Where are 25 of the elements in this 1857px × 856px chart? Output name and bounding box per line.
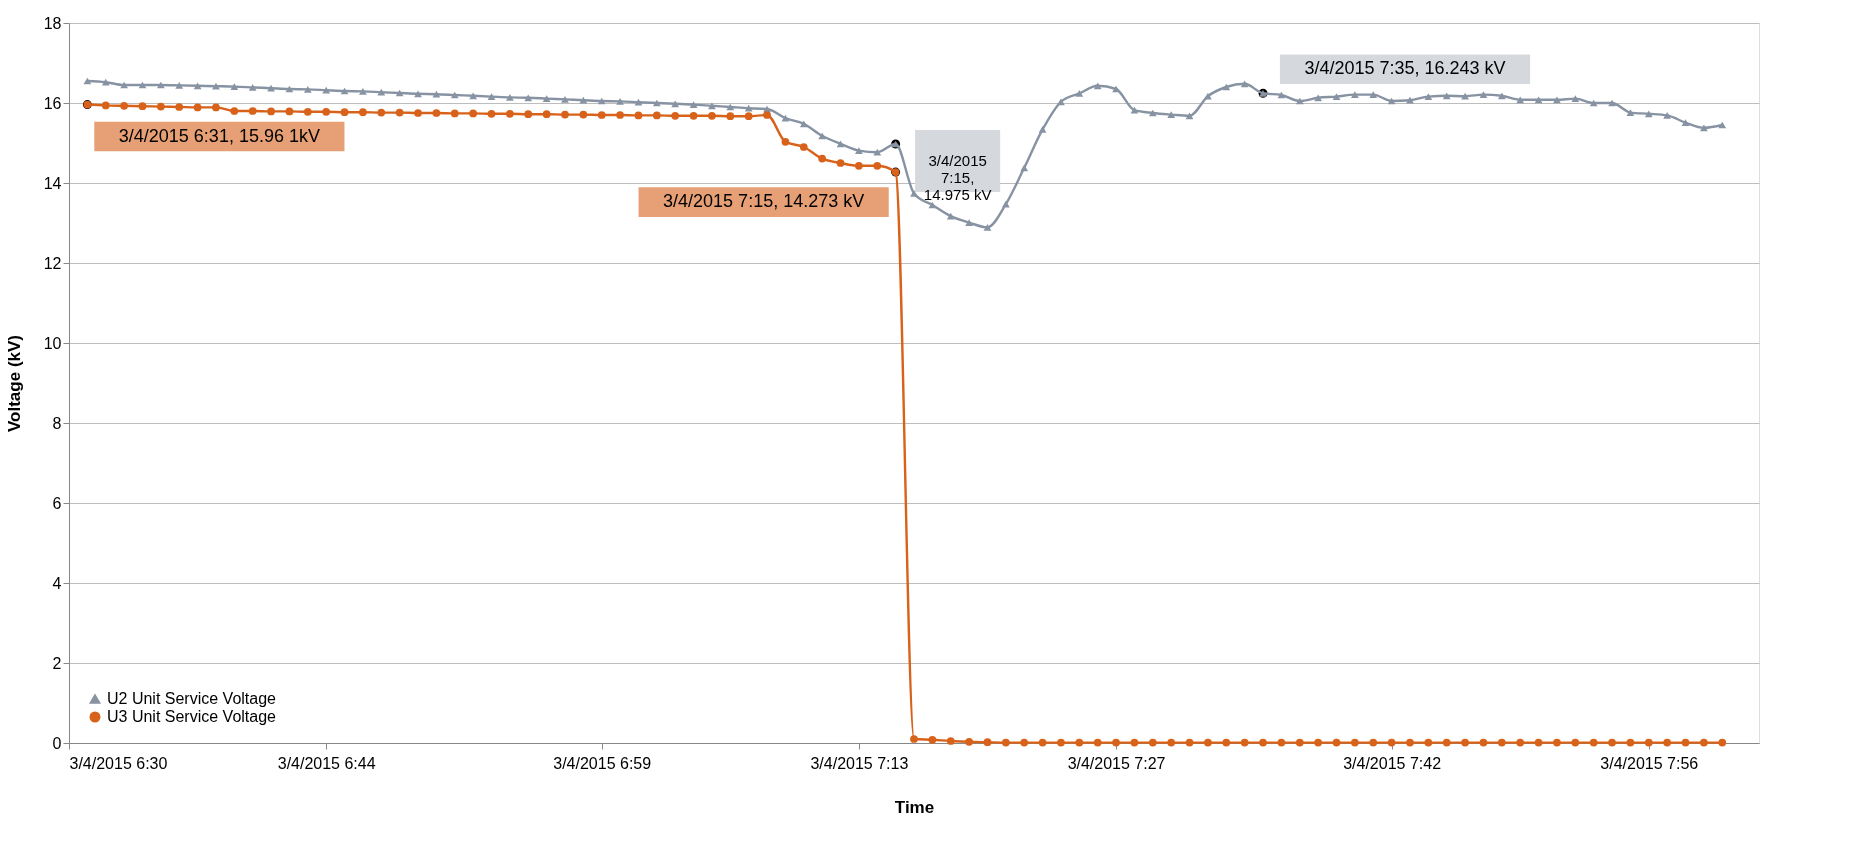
x-axis-title: Time: [894, 797, 935, 817]
annotation: 3/4/2015 7:35, 16.243 kV: [1304, 58, 1506, 79]
x-tick-label: 3/4/2015 7:42: [1343, 754, 1442, 772]
y-tick-label: 8: [52, 414, 62, 432]
y-tick-label: 18: [43, 14, 62, 32]
x-tick-label: 3/4/2015 7:27: [1067, 754, 1166, 772]
x-tick-label: 3/4/2015 7:56: [1600, 754, 1699, 772]
x-tick-label: 3/4/2015 6:30: [69, 754, 168, 772]
legend-label: U3 Unit Service Voltage: [107, 708, 277, 725]
y-tick-label: 10: [43, 334, 62, 352]
y-axis-title: Voltage (kV): [4, 335, 24, 432]
y-tick-label: 12: [43, 254, 62, 272]
legend-label: U2 Unit Service Voltage: [107, 690, 277, 707]
annotation: 3/4/2015 6:31, 15.96 1kV: [118, 125, 320, 146]
annotation: 3/4/2015 7:15, 14.273 kV: [663, 191, 865, 212]
y-tick-label: 0: [52, 734, 62, 752]
x-tick-label: 3/4/2015 6:44: [277, 754, 376, 772]
y-tick-label: 16: [43, 94, 62, 112]
x-tick-label: 3/4/2015 7:13: [810, 754, 909, 772]
annotation: 3/4/2015 7:15, 14.975 kV: [923, 152, 992, 203]
y-tick-label: 6: [52, 494, 62, 512]
y-tick-label: 2: [52, 654, 62, 672]
y-tick-label: 14: [43, 174, 62, 192]
y-tick-label: 4: [52, 574, 62, 592]
x-tick-label: 3/4/2015 6:59: [553, 754, 652, 772]
